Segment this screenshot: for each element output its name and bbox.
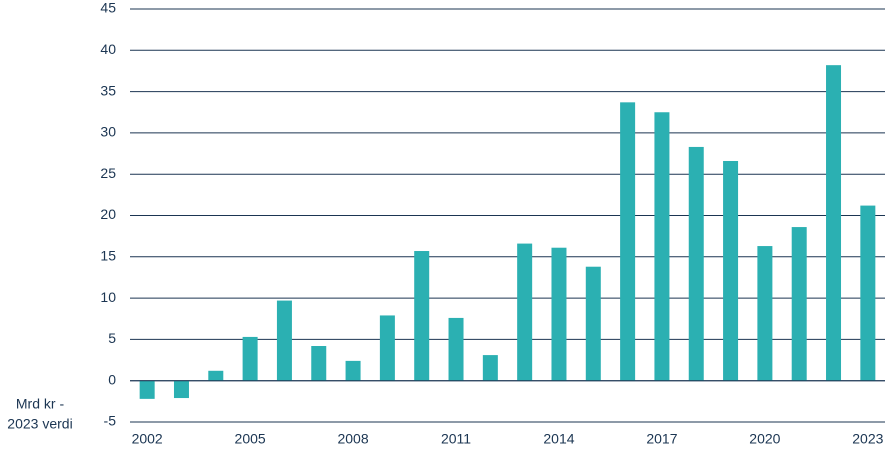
y-tick-label: 15: [100, 248, 116, 264]
bar: [482, 355, 498, 381]
bar: [517, 243, 533, 381]
y-tick-label: 35: [100, 82, 116, 98]
bar: [173, 380, 189, 399]
bar: [311, 346, 327, 381]
bar: [414, 251, 430, 381]
y-tick-label: -5: [104, 413, 117, 429]
bar: [345, 360, 361, 381]
x-tick-label: 2008: [337, 431, 368, 447]
bar: [448, 317, 464, 381]
x-tick-label: 2020: [749, 431, 780, 447]
bar: [826, 65, 842, 381]
bar: [551, 247, 567, 381]
bar: [585, 266, 601, 381]
x-tick-label: 2002: [132, 431, 163, 447]
x-tick-label: 2023: [852, 431, 883, 447]
x-tick-label: 2005: [235, 431, 266, 447]
y-axis-label: Mrd kr -: [16, 396, 65, 412]
x-tick-label: 2014: [543, 431, 574, 447]
bar: [208, 370, 224, 381]
bar: [757, 246, 773, 381]
y-tick-label: 25: [100, 165, 116, 181]
bar: [688, 146, 704, 381]
x-tick-label: 2011: [441, 431, 471, 447]
y-tick-label: 20: [100, 206, 116, 222]
y-tick-label: 10: [100, 289, 116, 305]
y-tick-label: 30: [100, 124, 116, 140]
bar: [276, 300, 292, 381]
y-axis-label: 2023 verdi: [7, 416, 72, 432]
bar: [791, 227, 807, 381]
bar: [242, 336, 258, 381]
y-tick-label: 5: [108, 330, 116, 346]
bar: [723, 160, 739, 381]
bar: [379, 315, 395, 381]
x-tick-label: 2017: [646, 431, 677, 447]
y-tick-label: 45: [100, 0, 116, 16]
bar: [139, 380, 155, 399]
bar: [620, 102, 636, 381]
y-tick-label: 40: [100, 41, 116, 57]
y-tick-label: 0: [108, 371, 116, 387]
bar: [860, 205, 876, 381]
bar: [654, 112, 670, 381]
